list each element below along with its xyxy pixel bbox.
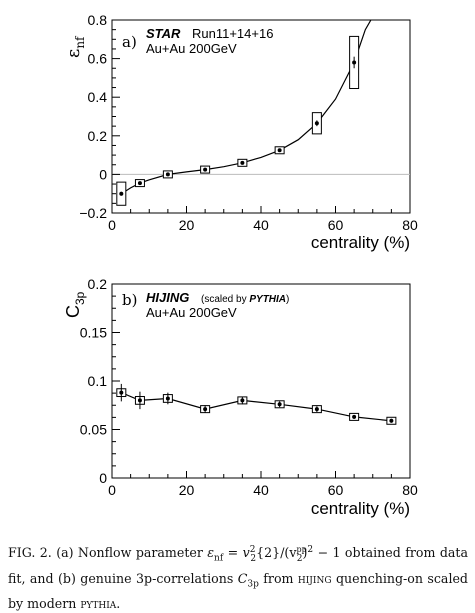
caption-eps: ε <box>207 545 215 561</box>
caption-eq-end: ) <box>302 545 308 561</box>
panel-a-runs: Run11+14+16 <box>192 26 273 41</box>
data-point <box>314 407 319 412</box>
panel-b-label: b) <box>122 291 137 309</box>
figure: 0 20 40 60 80−0.200.20.40.60.8 a) STAR Run11… <box>63 12 418 518</box>
caption-eq-braces: {2}/(v <box>256 545 297 561</box>
caption-c: C <box>237 570 248 586</box>
data-point <box>314 121 319 126</box>
caption-t5: . <box>116 596 121 612</box>
y-tick-label: 0.4 <box>88 89 108 105</box>
y-tick-label: 0.1 <box>88 373 108 389</box>
y-tick-label: 0 <box>99 470 107 486</box>
caption-part-a: (a) Nonflow parameter <box>56 545 208 561</box>
y-tick-label: 0.2 <box>88 276 108 292</box>
panel-a-label: a) <box>122 33 137 51</box>
panel-b: 0 20 40 60 80 0 0.05 0.1 0.15 0.2 b) HIJING (scal… <box>63 276 418 518</box>
x-tick-label: 40 <box>253 217 269 233</box>
panel-b-system: Au+Au 200GeV <box>146 305 237 320</box>
data-point <box>137 398 142 403</box>
data-point <box>119 191 124 196</box>
caption-pp-sup: pp <box>296 545 307 554</box>
data-point <box>389 418 394 423</box>
caption-eq-mid: = v <box>223 545 250 561</box>
panel-a: 0 20 40 60 80−0.200.20.40.60.8 a) STAR Run11… <box>63 12 418 252</box>
caption-part-b: obtained from data fit, and (b) genuine … <box>8 545 468 586</box>
caption-pp-sub: 2 <box>296 553 303 564</box>
y-tick-label: 0.8 <box>88 12 108 28</box>
caption-eps-sub: nf <box>214 553 224 564</box>
y-tick-label: 0.6 <box>88 51 108 67</box>
x-tick-label: 0 <box>108 217 116 233</box>
x-tick-label: 60 <box>328 482 344 498</box>
caption-v-sub: 2 <box>250 553 257 564</box>
x-tick-label: 80 <box>402 482 418 498</box>
caption-hijing: hijing <box>297 570 332 586</box>
y-tick-label: 0.2 <box>88 128 108 144</box>
x-tick-label: 20 <box>179 482 195 498</box>
svg-text:εnf: εnf <box>63 35 87 58</box>
data-point <box>352 414 357 419</box>
y-tick-label: 0 <box>99 166 107 182</box>
x-tick-label: 40 <box>253 482 269 498</box>
panel-a-system: Au+Au 200GeV <box>146 41 237 56</box>
y-tick-label: 0.15 <box>80 325 107 341</box>
caption-fig-number: FIG. 2. <box>8 545 52 561</box>
panel-b-experiment: HIJING <box>146 290 189 305</box>
data-point <box>137 181 142 186</box>
data-point <box>240 160 245 165</box>
data-point <box>203 167 208 172</box>
caption-pythia: pythia <box>80 596 117 612</box>
x-tick-label: 80 <box>402 217 418 233</box>
caption-eq-sq: 2 <box>307 545 314 555</box>
panel-a-xlabel: centrality (%) <box>311 233 410 252</box>
data-point <box>119 390 124 395</box>
caption-c-sub: 3p <box>247 579 259 590</box>
data-point <box>277 402 282 407</box>
data-point <box>165 172 170 177</box>
data-point <box>352 60 357 65</box>
panel-b-ylabel: C3p <box>63 291 87 318</box>
x-tick-label: 0 <box>108 482 116 498</box>
caption-eq-tail: − 1 <box>313 545 341 561</box>
panel-a-experiment: STAR <box>146 26 181 41</box>
y-tick-label: −0.2 <box>79 205 107 221</box>
y-tick-label: 0.05 <box>80 422 107 438</box>
figure-caption: FIG. 2. (a) Nonflow parameter εnf = v22{… <box>8 540 468 613</box>
panel-a-ylabel: εnf <box>63 35 87 58</box>
panel-b-xlabel: centrality (%) <box>311 499 410 518</box>
data-point <box>203 407 208 412</box>
data-point <box>277 148 282 153</box>
data-point <box>240 398 245 403</box>
svg-text:C3p: C3p <box>63 291 87 318</box>
panel-b-scaled-note: (scaled by PYTHIA) <box>201 294 289 305</box>
caption-v-sup: 2 <box>249 545 256 555</box>
x-tick-label: 20 <box>179 217 195 233</box>
data-point <box>165 396 170 401</box>
caption-t3: from <box>258 570 298 586</box>
x-tick-label: 60 <box>328 217 344 233</box>
